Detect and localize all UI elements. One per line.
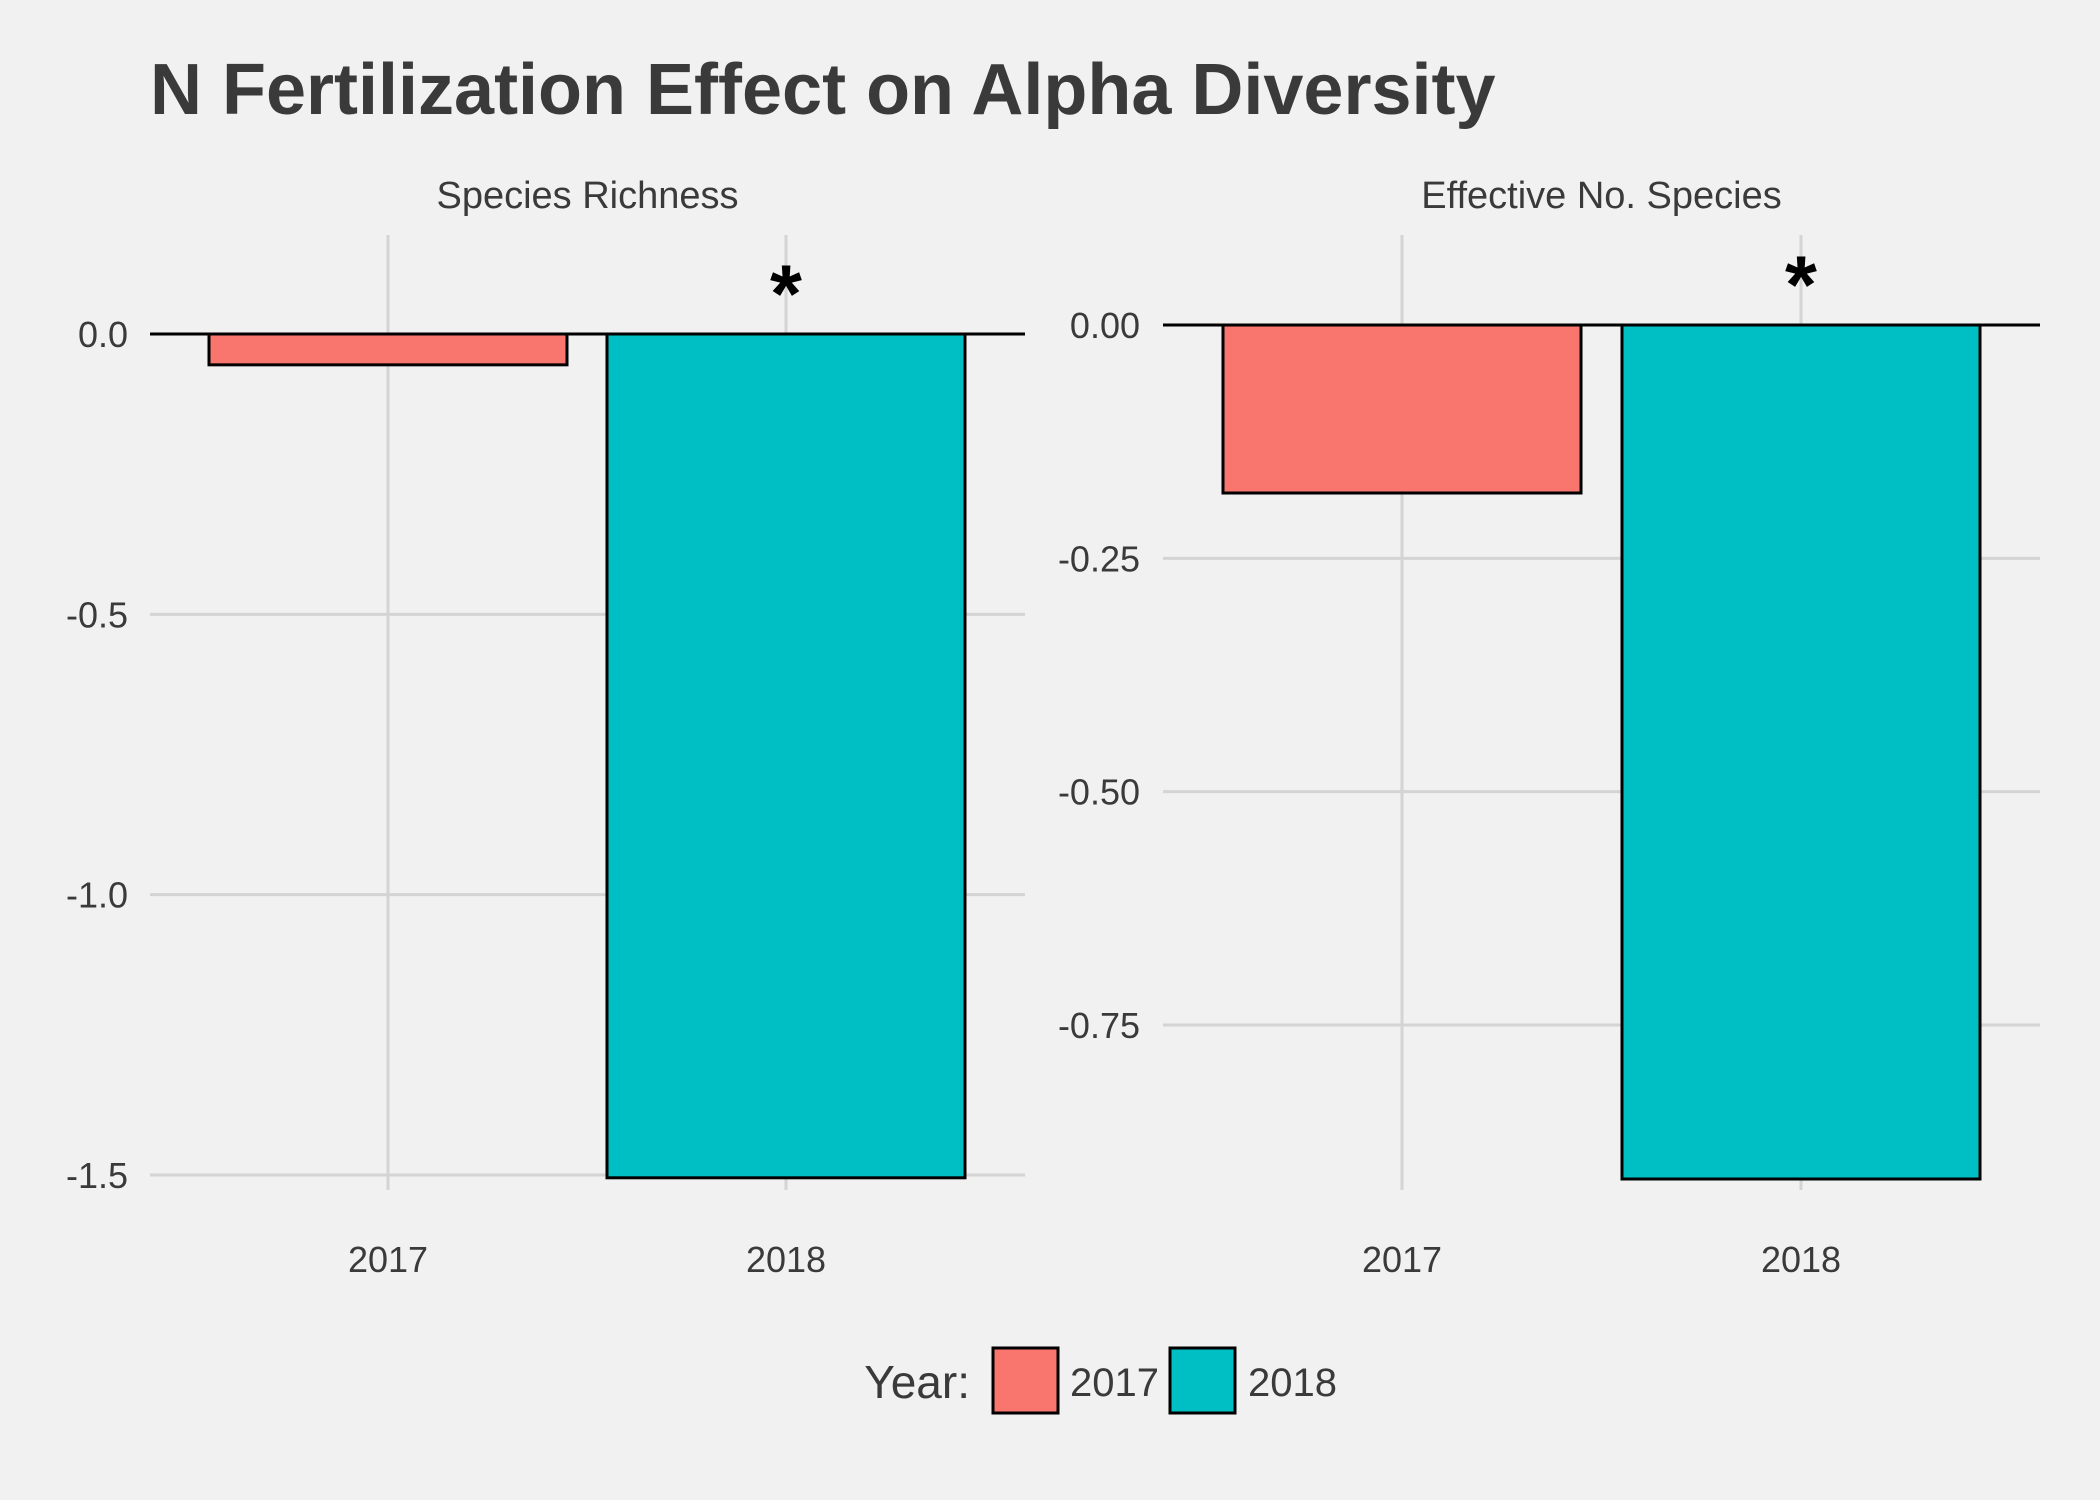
legend-swatch-2018 — [1168, 1346, 1237, 1415]
x-tick-label: 2017 — [348, 1239, 428, 1280]
significance-marker: * — [770, 249, 802, 340]
bar-2017 — [207, 332, 569, 367]
panel-species-richness: Species Richness 0.0 -0.5 -1.0 -1.5 * 2017 2018 — [66, 175, 1025, 1280]
bar-2018 — [605, 332, 967, 1180]
legend-label-2017: 2017 — [1070, 1361, 1159, 1405]
legend: Year: 2017 2018 — [864, 1346, 1337, 1415]
significance-marker: * — [1785, 240, 1817, 331]
chart-title: N Fertilization Effect on Alpha Diversit… — [150, 50, 1496, 130]
x-tick-label: 2017 — [1362, 1239, 1442, 1280]
legend-label-2018: 2018 — [1248, 1361, 1337, 1405]
y-tick-label: -0.5 — [66, 594, 128, 635]
panel-title: Effective No. Species — [1421, 175, 1781, 217]
y-tick-label: 0.00 — [1070, 305, 1140, 346]
x-tick-label: 2018 — [1761, 1239, 1841, 1280]
bar-2018 — [1620, 323, 1982, 1181]
y-tick-label: -0.25 — [1058, 538, 1140, 579]
panel-effective-no-species: Effective No. Species 0.00 -0.25 -0.50 -0.75… — [1058, 175, 2040, 1280]
legend-swatch-2017 — [991, 1346, 1060, 1415]
x-tick-label: 2018 — [746, 1239, 826, 1280]
legend-title: Year: — [864, 1356, 970, 1408]
y-tick-label: -0.50 — [1058, 772, 1140, 813]
y-tick-label: -1.0 — [66, 875, 128, 916]
y-tick-label: -0.75 — [1058, 1005, 1140, 1046]
y-tick-label: 0.0 — [78, 314, 128, 355]
y-tick-label: -1.5 — [66, 1155, 128, 1196]
panel-title: Species Richness — [436, 175, 738, 217]
bar-2017 — [1221, 323, 1583, 495]
